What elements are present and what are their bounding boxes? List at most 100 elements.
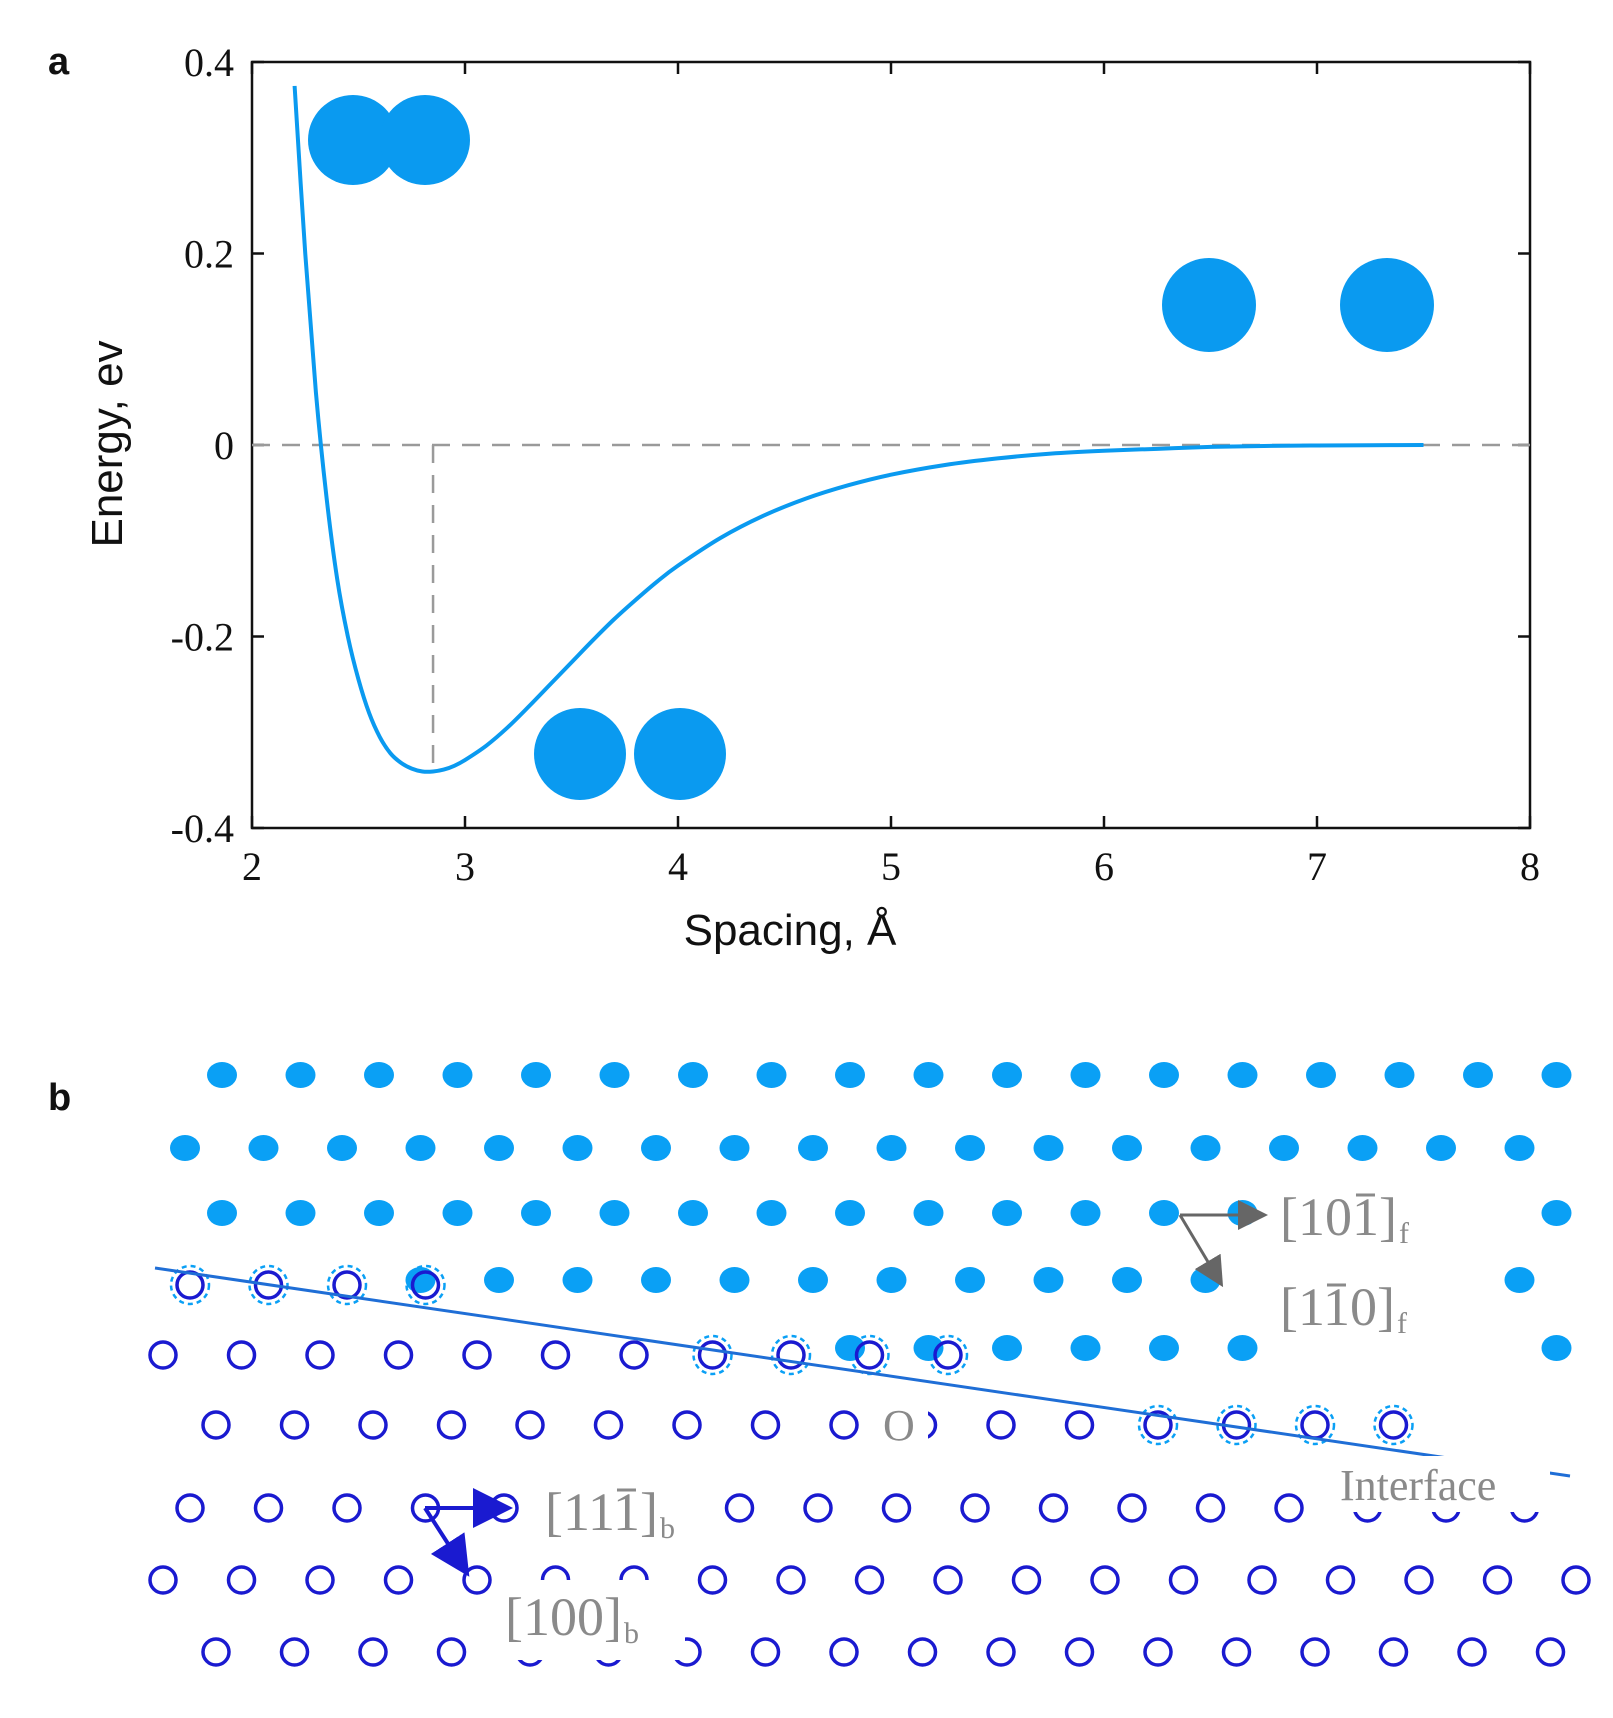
miller-subscript: b bbox=[624, 1617, 639, 1650]
label-backdrop bbox=[1335, 1456, 1550, 1512]
bcc-direction-arrows bbox=[423, 1488, 513, 1577]
fcc-atom bbox=[170, 1135, 200, 1161]
fcc-atom bbox=[756, 1200, 787, 1226]
bcc-atom bbox=[986, 1410, 1016, 1440]
label-bcc-dir2: [100] b bbox=[505, 1587, 639, 1650]
fcc-atom bbox=[1112, 1267, 1142, 1293]
fcc-atom bbox=[207, 1200, 237, 1226]
x-axis-label: Spacing, Å bbox=[684, 906, 897, 955]
fcc-atom bbox=[913, 1062, 944, 1088]
bcc-atom bbox=[383, 1340, 414, 1370]
label-backdrop bbox=[1270, 1185, 1480, 1350]
fcc-atom bbox=[1306, 1062, 1336, 1088]
fcc-atom bbox=[599, 1200, 630, 1226]
bcc-atom bbox=[1117, 1493, 1147, 1523]
bcc-atom bbox=[750, 1410, 781, 1440]
bcc-atom bbox=[697, 1565, 728, 1595]
fcc-atom bbox=[1033, 1267, 1064, 1293]
bcc-atom bbox=[253, 1493, 284, 1523]
fcc-atom bbox=[913, 1200, 944, 1226]
fcc-atom bbox=[1149, 1335, 1179, 1361]
fcc-atom bbox=[756, 1062, 787, 1088]
bcc-atom bbox=[593, 1410, 624, 1440]
fcc-atom bbox=[992, 1335, 1022, 1361]
panel-a-letter: a bbox=[48, 41, 70, 83]
fcc-atom bbox=[1541, 1200, 1572, 1226]
bcc-atom bbox=[1038, 1493, 1069, 1523]
x-tick-label: 8 bbox=[1520, 844, 1540, 889]
bcc-atom bbox=[1274, 1493, 1304, 1523]
bcc-atom bbox=[358, 1637, 388, 1667]
fcc-atom bbox=[1190, 1135, 1221, 1161]
fcc-atom bbox=[1112, 1135, 1142, 1161]
bcc-atom bbox=[1168, 1565, 1199, 1595]
bcc-atom bbox=[1221, 1637, 1252, 1667]
label-backdrop bbox=[545, 1480, 720, 1550]
fcc-atom bbox=[641, 1135, 671, 1161]
bcc-atom bbox=[1561, 1565, 1591, 1595]
miller-text: [110] bbox=[1280, 1277, 1395, 1337]
bcc-atom bbox=[986, 1637, 1016, 1667]
miller-main: [10 bbox=[1280, 1187, 1352, 1247]
label-bcc-dir1: [111] b bbox=[545, 1482, 675, 1545]
interface-coincident-atoms bbox=[169, 1264, 1414, 1446]
arrow-bcc-dir2 bbox=[423, 1506, 470, 1577]
label-fcc-dir1: [101] f bbox=[1280, 1187, 1409, 1250]
bcc-atom bbox=[436, 1410, 467, 1440]
y-tick-label: -0.4 bbox=[171, 806, 234, 851]
atom-pair-touching bbox=[534, 708, 726, 800]
fcc-atom bbox=[798, 1135, 828, 1161]
bcc-atom bbox=[383, 1565, 414, 1595]
miller-bar-digit: 1 bbox=[1352, 1187, 1379, 1247]
coincident-fcc-ghost bbox=[770, 1334, 812, 1376]
bcc-atom bbox=[1011, 1565, 1042, 1595]
fcc-atom bbox=[207, 1062, 237, 1088]
bcc-atom bbox=[933, 1565, 963, 1595]
bcc-atom bbox=[1247, 1565, 1277, 1595]
atom-pair-separated bbox=[1162, 258, 1434, 352]
atom-circle bbox=[534, 708, 626, 800]
fcc-atom bbox=[1463, 1062, 1493, 1088]
bcc-atom bbox=[305, 1565, 335, 1595]
fcc-direction-arrows bbox=[1178, 1200, 1268, 1288]
bcc-atom bbox=[854, 1565, 885, 1595]
bcc-atom bbox=[358, 1410, 388, 1440]
miller-close: ] bbox=[640, 1482, 658, 1542]
coincident-bcc-atom bbox=[410, 1270, 441, 1300]
fcc-atom bbox=[405, 1135, 436, 1161]
bcc-atom bbox=[201, 1410, 231, 1440]
atom-circle bbox=[308, 95, 398, 185]
fcc-atom bbox=[1347, 1135, 1378, 1161]
miller-subscript: f bbox=[1397, 1307, 1407, 1340]
bcc-atom bbox=[226, 1340, 257, 1370]
coincident-bcc-atom bbox=[776, 1340, 806, 1370]
atom-circle bbox=[380, 95, 470, 185]
fcc-atom bbox=[1227, 1062, 1258, 1088]
miller-subscript: f bbox=[1399, 1217, 1409, 1250]
y-tick-label: 0 bbox=[214, 423, 234, 468]
coincident-fcc-ghost bbox=[1216, 1404, 1257, 1446]
fcc-atom bbox=[521, 1200, 551, 1226]
miller-subscript: b bbox=[660, 1512, 675, 1545]
fcc-atom bbox=[285, 1200, 316, 1226]
origin-label: O bbox=[883, 1401, 915, 1450]
interface-line bbox=[154, 1266, 1571, 1478]
y-tick-label: 0.4 bbox=[184, 40, 234, 85]
fcc-atom bbox=[798, 1267, 828, 1293]
miller-bar-digit: 1 bbox=[613, 1482, 640, 1542]
fcc-atom bbox=[248, 1135, 279, 1161]
fcc-atom bbox=[719, 1267, 750, 1293]
axis-ticks: 2 3 4 5 6 7 8 -0.4 -0.2 0 0.2 0.4 bbox=[171, 40, 1540, 889]
bcc-atom bbox=[803, 1493, 833, 1523]
bcc-atom bbox=[436, 1637, 467, 1667]
miller-main: [1 bbox=[1280, 1277, 1323, 1337]
fcc-atom bbox=[876, 1267, 907, 1293]
fcc-atom bbox=[1070, 1200, 1101, 1226]
coincident-fcc-ghost bbox=[927, 1334, 969, 1376]
fcc-atom bbox=[1541, 1335, 1572, 1361]
fcc-atom bbox=[405, 1267, 436, 1293]
miller-text: [111] bbox=[545, 1482, 658, 1542]
fcc-atom bbox=[835, 1200, 865, 1226]
bcc-atom bbox=[1482, 1565, 1513, 1595]
